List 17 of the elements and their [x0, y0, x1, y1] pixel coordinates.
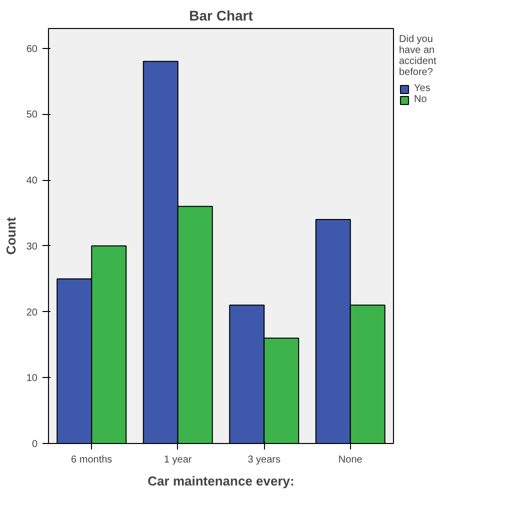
x-tick-label: 3 years [248, 454, 281, 466]
legend-title: Did you have an accident before? [399, 34, 436, 78]
x-axis-title: Car maintenance every: [148, 474, 294, 488]
y-axis-title: Count [3, 216, 18, 255]
y-tick-label: 60 [26, 44, 38, 55]
legend-label: Yes [414, 83, 432, 94]
y-tick-label: 10 [26, 373, 38, 384]
y-tick-label: 0 [32, 439, 38, 450]
y-tick-label: 50 [26, 110, 38, 121]
y-tick-label: 20 [26, 307, 38, 318]
x-tick-label: 1 year [164, 454, 192, 466]
legend-label: No [414, 94, 428, 105]
y-tick-label: 30 [26, 241, 38, 252]
y-tick-label: 40 [26, 176, 38, 187]
x-tick-label: 6 months [71, 454, 112, 466]
x-tick-label: None [338, 454, 363, 466]
chart-title: Bar Chart [189, 8, 254, 24]
